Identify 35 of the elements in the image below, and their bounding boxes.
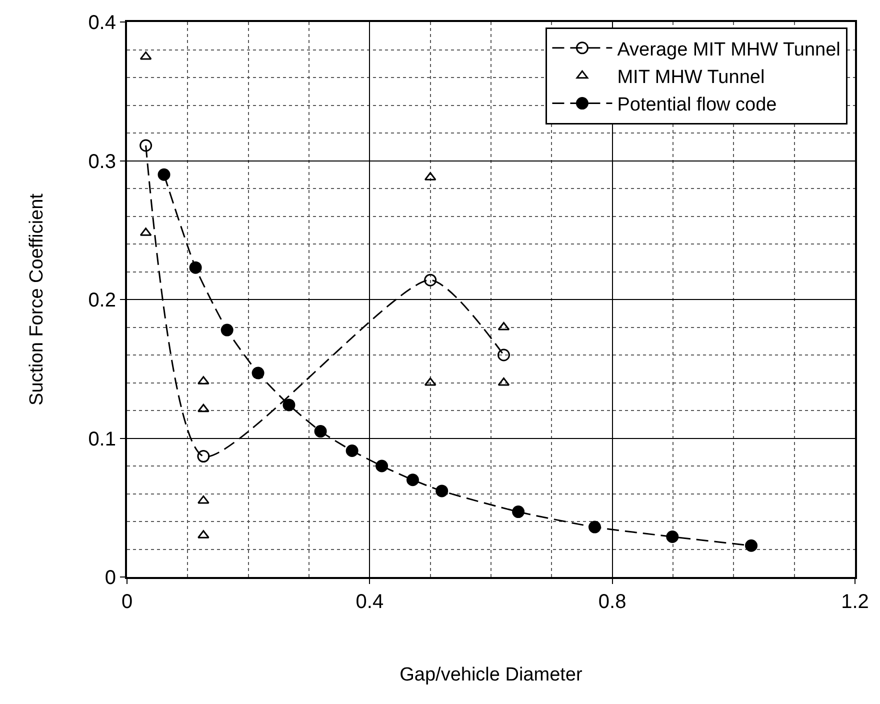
point	[197, 495, 210, 504]
y-tick-label: 0.3	[88, 150, 116, 173]
y-tick-label: 0.1	[88, 428, 116, 450]
point	[497, 348, 510, 362]
point	[197, 450, 210, 463]
x-tick-label: 0.4	[356, 591, 384, 613]
legend-label: Average MIT MHW Tunnel	[617, 39, 840, 60]
point	[436, 484, 448, 498]
y-tick-label: 0.2	[88, 290, 116, 312]
x-axis-title: Gap/vehicle Diameter	[400, 664, 584, 686]
y-tick-label: 0	[104, 567, 116, 589]
point	[406, 474, 419, 486]
point	[376, 460, 388, 472]
point	[588, 520, 601, 534]
point	[189, 261, 202, 274]
x-tick-label: 0.8	[598, 591, 626, 613]
point	[282, 398, 296, 412]
point	[745, 539, 758, 552]
point	[140, 51, 152, 60]
y-axis-title: Suction Force Coefficient	[26, 192, 48, 406]
point	[220, 324, 234, 336]
point	[314, 425, 327, 438]
point	[158, 168, 170, 181]
point	[346, 444, 358, 457]
point	[140, 139, 152, 152]
point	[252, 366, 264, 380]
x-tick-label: 0	[121, 591, 133, 613]
legend-label: MIT MHW Tunnel	[617, 67, 765, 88]
legend-label: Potential flow code	[617, 94, 777, 116]
x-tick-label: 1.2	[841, 591, 869, 613]
point	[512, 506, 525, 518]
y-tick-label: 0.4	[88, 12, 116, 34]
point	[424, 274, 437, 286]
point	[666, 530, 679, 544]
point	[197, 404, 210, 412]
